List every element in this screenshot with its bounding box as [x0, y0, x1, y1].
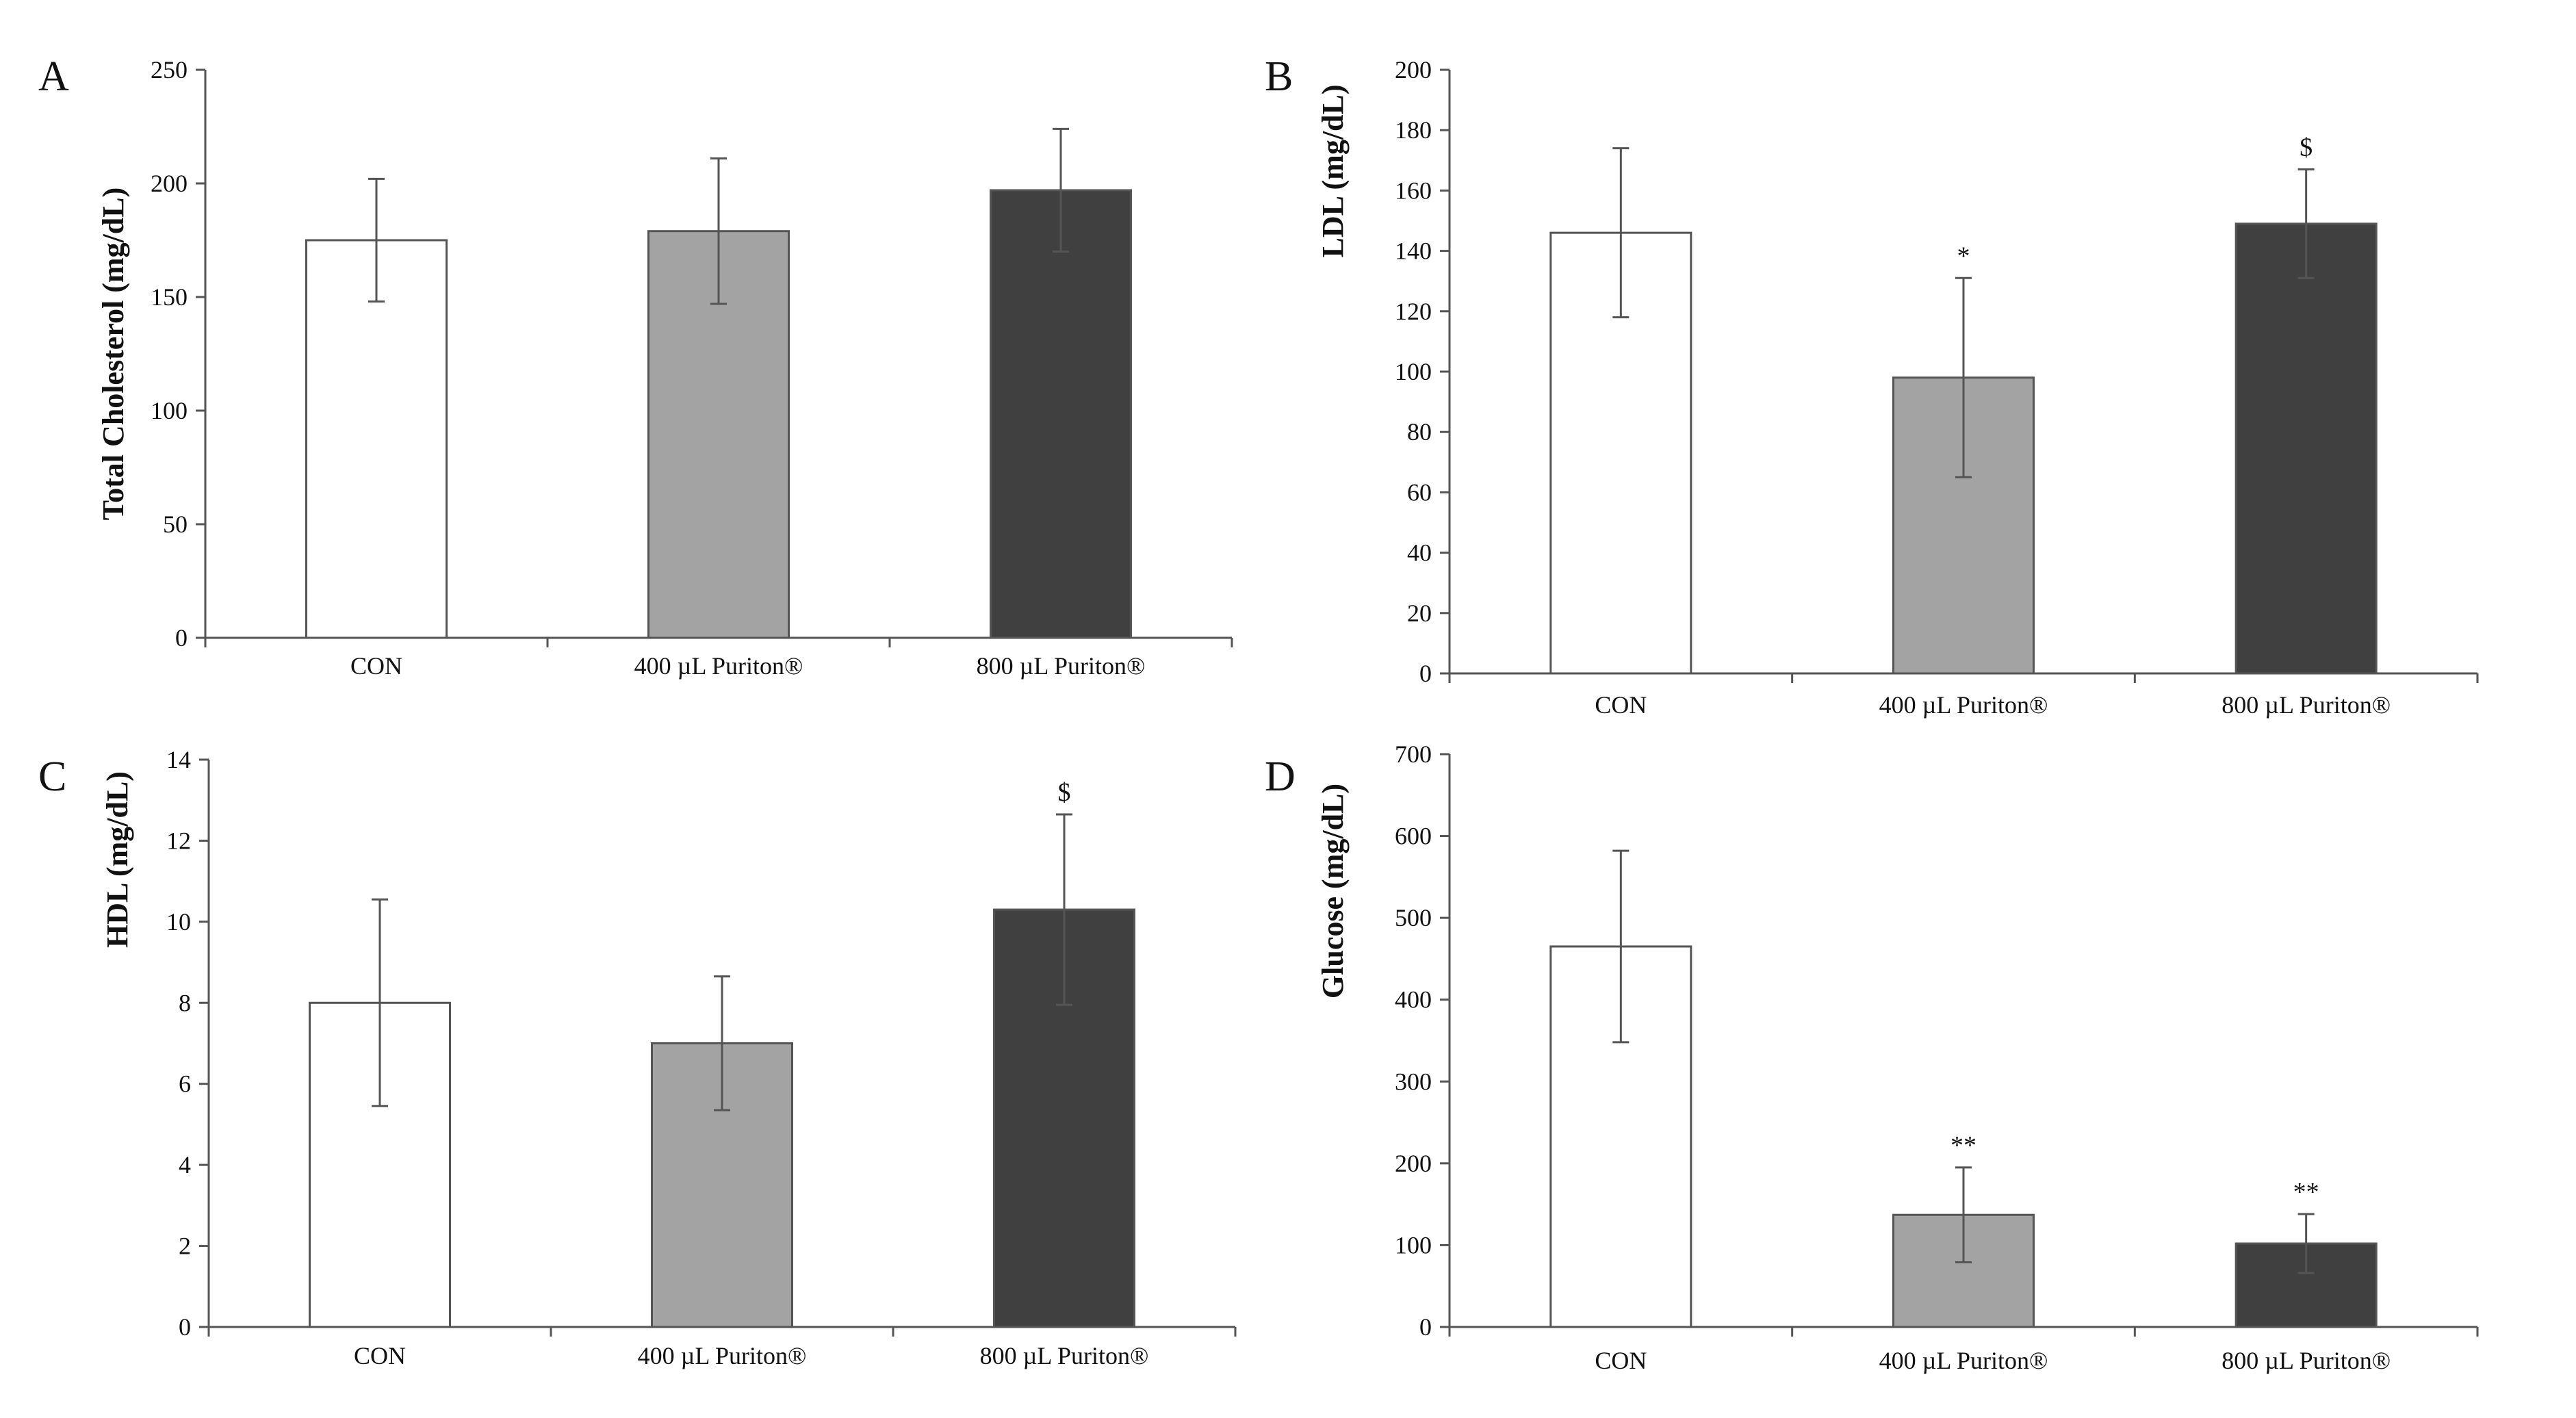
y-tick-label: 0 — [1419, 660, 1432, 687]
category-label: CON — [1595, 1347, 1647, 1374]
y-tick-label: 12 — [166, 827, 191, 854]
category-label: 800 µL Puriton® — [2221, 1347, 2391, 1374]
bar — [305, 239, 448, 639]
category-label: 400 µL Puriton® — [634, 652, 803, 680]
y-tick-label: 100 — [151, 397, 188, 424]
y-tick-label: 8 — [179, 989, 191, 1016]
category-label: 800 µL Puriton® — [977, 652, 1146, 680]
significance-marker: $ — [2300, 133, 2313, 162]
y-tick-label: 160 — [1395, 177, 1432, 204]
y-tick-label: 600 — [1395, 823, 1432, 850]
panel-a: A Total Cholesterol (mg/dL) 0 50 100 150 200 25… — [38, 53, 1233, 680]
y-tick-label: 140 — [1395, 237, 1432, 265]
y-tick-label: 14 — [166, 746, 191, 773]
y-tick-label: 0 — [1419, 1313, 1432, 1341]
y-tick-label: 200 — [1395, 1150, 1432, 1177]
y-tick-label: 50 — [163, 511, 188, 538]
panel-letter: C — [38, 753, 66, 800]
y-axis-label: Glucose (mg/dL) — [1316, 784, 1350, 998]
y-tick-label: 4 — [179, 1151, 191, 1178]
bar — [990, 189, 1132, 639]
y-axis-label: LDL (mg/dL) — [1316, 84, 1350, 257]
category-label: CON — [354, 1342, 406, 1369]
y-tick-label: 2 — [179, 1233, 191, 1260]
panel-letter: A — [38, 53, 69, 100]
bar — [2234, 222, 2378, 675]
y-tick-label: 400 — [1395, 986, 1432, 1014]
panel-d: D Glucose (mg/dL) 0 100 200 300 400 500 600 700 CO… — [1265, 740, 2479, 1374]
panel-letter: D — [1265, 753, 1296, 800]
category-label: CON — [350, 652, 402, 680]
panel-b: B LDL (mg/dL) 0 20 40 60 80 100 120 140 160 180 200 C… — [1265, 53, 2479, 719]
y-tick-label: 20 — [1407, 600, 1432, 627]
y-tick-label: 40 — [1407, 539, 1432, 567]
category-label: CON — [1595, 691, 1647, 719]
y-tick-label: 0 — [175, 624, 188, 652]
y-tick-label: 6 — [179, 1070, 191, 1098]
y-tick-label: 80 — [1407, 418, 1432, 446]
category-label: 400 µL Puriton® — [1879, 1347, 2048, 1374]
y-tick-label: 500 — [1395, 904, 1432, 931]
y-tick-label: 100 — [1395, 1231, 1432, 1259]
y-tick-label: 150 — [151, 283, 188, 311]
y-axis-label: Total Cholesterol (mg/dL) — [96, 188, 130, 520]
y-tick-label: 180 — [1395, 116, 1432, 144]
significance-marker: $ — [1058, 778, 1071, 807]
y-tick-label: 700 — [1395, 740, 1432, 768]
panel-letter: B — [1265, 53, 1293, 100]
y-tick-label: 200 — [151, 170, 188, 197]
y-tick-label: 250 — [151, 56, 188, 83]
y-axis-label: HDL (mg/dL) — [101, 771, 134, 948]
category-label: 400 µL Puriton® — [638, 1342, 807, 1369]
y-tick-label: 60 — [1407, 478, 1432, 506]
significance-marker: * — [1957, 242, 1970, 270]
y-tick-label: 0 — [179, 1313, 191, 1341]
y-tick-label: 120 — [1395, 298, 1432, 325]
panel-c: C HDL (mg/dL) 0 2 4 6 8 10 12 14 CON 400 µL Puriton… — [38, 746, 1237, 1369]
y-tick-label: 200 — [1395, 56, 1432, 83]
category-label: 800 µL Puriton® — [2221, 691, 2391, 719]
significance-marker: ** — [1950, 1131, 1976, 1160]
category-label: 800 µL Puriton® — [980, 1342, 1149, 1369]
y-tick-label: 10 — [166, 908, 191, 936]
significance-marker: ** — [2293, 1178, 2319, 1207]
y-tick-label: 300 — [1395, 1068, 1432, 1095]
y-tick-label: 100 — [1395, 358, 1432, 385]
category-label: 400 µL Puriton® — [1879, 691, 2048, 719]
